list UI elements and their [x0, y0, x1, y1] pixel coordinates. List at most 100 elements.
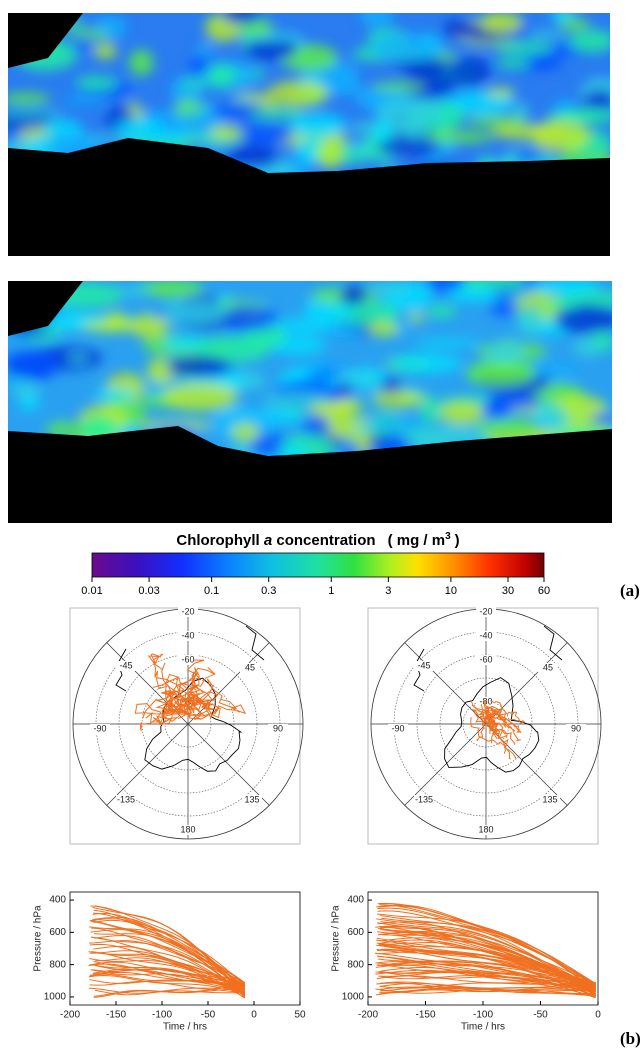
x-tick-label: 0 — [251, 1010, 257, 1021]
coastline — [444, 677, 540, 773]
label-bg — [476, 607, 496, 617]
colorbar-tick-label: 10 — [445, 585, 457, 597]
trajectory — [476, 715, 485, 741]
map-label: -45 — [119, 660, 132, 670]
coastline — [144, 677, 243, 772]
trajectory — [470, 717, 506, 754]
trajectory — [88, 986, 245, 994]
y-axis-label: Pressure / hPa — [331, 905, 342, 972]
label-bg — [476, 631, 496, 641]
texture-blob — [370, 32, 445, 62]
map-label: -60 — [181, 654, 194, 664]
colorbar-tick-label: 0.3 — [261, 585, 276, 597]
trajectory — [376, 922, 596, 990]
texture-blob — [275, 318, 335, 334]
label-bg — [178, 631, 198, 641]
label-bg — [540, 795, 560, 805]
texture-blob — [446, 287, 499, 303]
x-tick-label: -150 — [415, 1010, 435, 1021]
map-label: -20 — [181, 606, 194, 616]
texture-blob — [307, 370, 341, 380]
x-tick-label: -100 — [152, 1010, 172, 1021]
texture-blob — [179, 80, 208, 89]
texture-blob — [18, 392, 39, 412]
texture-blob — [222, 13, 263, 25]
texture-blob — [114, 118, 165, 138]
texture-blob — [195, 43, 214, 56]
texture-blob — [375, 97, 444, 128]
colorbar-tick-label: 30 — [502, 585, 514, 597]
texture-blob — [408, 312, 425, 322]
x-tick-label: -50 — [201, 1010, 216, 1021]
label-bg — [178, 607, 198, 617]
texture-blob — [210, 125, 241, 140]
texture-blob — [372, 390, 426, 408]
texture-blob — [532, 281, 600, 296]
map-label: -135 — [415, 794, 433, 804]
map-label: -40 — [181, 630, 194, 640]
trajectory — [145, 708, 193, 726]
trajectory — [88, 951, 246, 991]
trajectory — [93, 919, 246, 995]
texture-blob — [245, 38, 298, 61]
texture-blob — [523, 30, 570, 39]
texture-blob — [162, 299, 230, 325]
texture-blob — [481, 396, 512, 422]
texture-blob — [583, 89, 610, 111]
trajectory — [376, 964, 596, 990]
texture-blob — [371, 82, 426, 92]
texture-blob — [413, 338, 481, 347]
texture-blob — [403, 68, 457, 100]
texture-blob — [302, 297, 355, 322]
texture-blob — [553, 99, 577, 113]
label-bg — [476, 825, 496, 835]
trajectory — [378, 971, 596, 985]
trajectory — [93, 964, 245, 994]
texture-blob — [8, 355, 58, 364]
trajectory — [375, 939, 596, 995]
texture-blob — [67, 354, 89, 363]
label-bg — [566, 724, 586, 734]
texture-blob — [425, 151, 443, 163]
trajectory — [186, 666, 216, 718]
texture-blob — [450, 56, 491, 86]
trajectory — [377, 902, 596, 989]
coastline — [245, 625, 265, 661]
texture-blob — [173, 110, 224, 135]
label-bg — [116, 795, 136, 805]
map-label: 45 — [245, 662, 255, 672]
map-label: 45 — [543, 662, 553, 672]
trajectory — [380, 943, 596, 991]
texture-blob — [188, 57, 210, 75]
coastline — [115, 648, 127, 692]
colorbar-tick-label: 0.1 — [204, 585, 219, 597]
texture-blob — [266, 80, 329, 107]
map-label: -90 — [391, 723, 404, 733]
texture-blob — [309, 401, 356, 417]
trajectory — [378, 926, 596, 997]
texture-blob — [390, 353, 462, 374]
trajectory — [485, 710, 498, 739]
map-label: -40 — [479, 630, 492, 640]
x-tick-label: 0 — [595, 1010, 601, 1021]
texture-blob — [82, 320, 139, 332]
trajectory — [95, 957, 245, 986]
y-tick-label: 600 — [49, 927, 66, 938]
texture-blob — [374, 117, 392, 148]
label-bg — [178, 825, 198, 835]
texture-blob — [367, 281, 410, 294]
label-bg — [90, 724, 110, 734]
x-tick-label: -200 — [358, 1010, 378, 1021]
texture-blob — [355, 428, 373, 455]
trajectory — [93, 909, 246, 997]
panel-label: (a) — [620, 581, 640, 600]
map-label: -80 — [181, 696, 194, 706]
texture-blob — [512, 102, 530, 120]
map-label: -20 — [479, 606, 492, 616]
x-tick-label: -100 — [473, 1010, 493, 1021]
map-label: -80 — [479, 696, 492, 706]
label-bg — [116, 661, 136, 671]
trajectory — [487, 707, 516, 721]
texture-blob — [93, 43, 117, 60]
trajectory — [375, 982, 596, 996]
